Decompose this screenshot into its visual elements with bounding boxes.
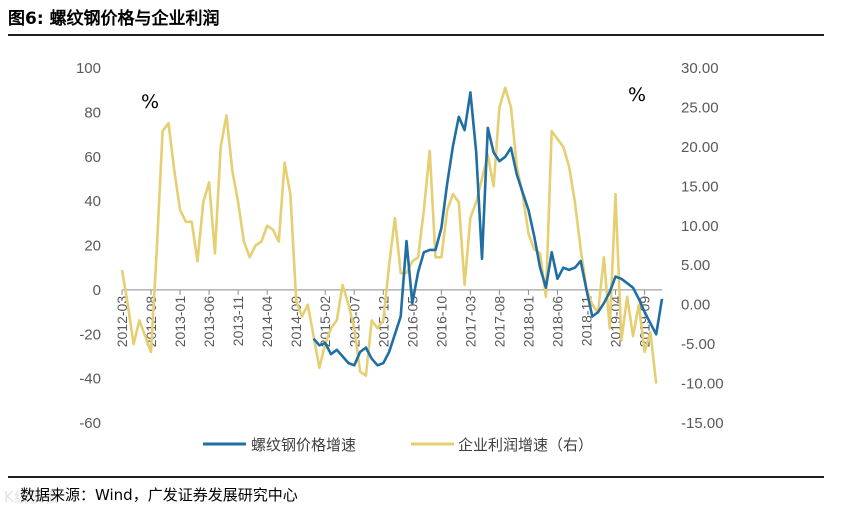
series-line-price <box>312 91 664 367</box>
left-tick-label: 100 <box>76 60 101 77</box>
right-tick-label: -15.00 <box>681 415 724 432</box>
left-tick-label: 80 <box>84 104 101 121</box>
bottom-rule <box>8 476 824 478</box>
left-unit-label: % <box>141 91 159 113</box>
x-tick-label: 2013-06 <box>201 296 217 348</box>
legend-label-price: 螺纹钢价格增速 <box>251 436 356 454</box>
legend: 螺纹钢价格增速 企业利润增速（右） <box>203 436 593 454</box>
x-tick-label: 2018-01 <box>520 296 536 348</box>
figure-number: 图6: <box>8 9 44 29</box>
x-tick-label: 2013-11 <box>230 296 246 347</box>
x-tick-label: 2016-05 <box>404 296 420 348</box>
title-rule <box>8 34 824 36</box>
series-lines <box>120 86 664 384</box>
figure-title: 图6: 螺纹钢价格与企业利润 <box>8 4 220 29</box>
x-tick-label: 2012-03 <box>114 296 130 348</box>
left-tick-label: 20 <box>84 238 101 255</box>
x-tick-label: 2017-08 <box>491 296 507 348</box>
x-tick-label: 2016-10 <box>433 296 449 348</box>
left-tick-label: 40 <box>84 193 101 210</box>
x-axis-ticks: 2012-03 2012-08 2013-01 2013-06 2013-11 2014-… <box>114 289 653 348</box>
left-tick-label: 60 <box>84 149 101 166</box>
x-tick-label: 2015-02 <box>317 296 333 348</box>
right-tick-label: 25.00 <box>681 99 719 116</box>
chart: 100 80 60 40 20 0 -20 -40 -60 30.00 25.00 20.00 15.… <box>76 60 724 454</box>
left-tick-label: 0 <box>93 282 101 299</box>
right-tick-label: 15.00 <box>681 178 719 195</box>
figure-title-text: 螺纹钢价格与企业利润 <box>49 9 220 29</box>
right-axis-ticks: 30.00 25.00 20.00 15.00 10.00 5.00 0.00 -5.00 -1… <box>681 60 724 432</box>
right-tick-label: 20.00 <box>681 139 719 156</box>
right-tick-label: 10.00 <box>681 218 719 235</box>
right-unit-label: % <box>628 84 646 106</box>
x-tick-label: 2012-08 <box>143 296 159 348</box>
left-tick-label: -40 <box>79 371 101 388</box>
right-tick-label: 0.00 <box>681 297 710 314</box>
right-tick-label: -5.00 <box>681 336 715 353</box>
left-tick-label: -60 <box>79 415 101 432</box>
legend-label-profit: 企业利润增速（右） <box>458 436 593 454</box>
x-tick-label: 2014-04 <box>259 296 275 348</box>
right-tick-label: -10.00 <box>681 376 724 393</box>
x-tick-label: 2018-06 <box>549 296 565 348</box>
right-tick-label: 30.00 <box>681 60 719 77</box>
left-axis-ticks: 100 80 60 40 20 0 -20 -40 -60 <box>76 60 101 432</box>
x-tick-label: 2017-03 <box>462 296 478 348</box>
series-line-profit <box>120 86 658 384</box>
x-tick-label: 2013-01 <box>172 296 188 348</box>
right-tick-label: 5.00 <box>681 257 710 274</box>
source-note: 数据来源：Wind，广发证券发展研究中心 <box>20 486 298 504</box>
watermark: K线模板 <box>4 488 59 506</box>
left-tick-label: -20 <box>79 326 101 343</box>
